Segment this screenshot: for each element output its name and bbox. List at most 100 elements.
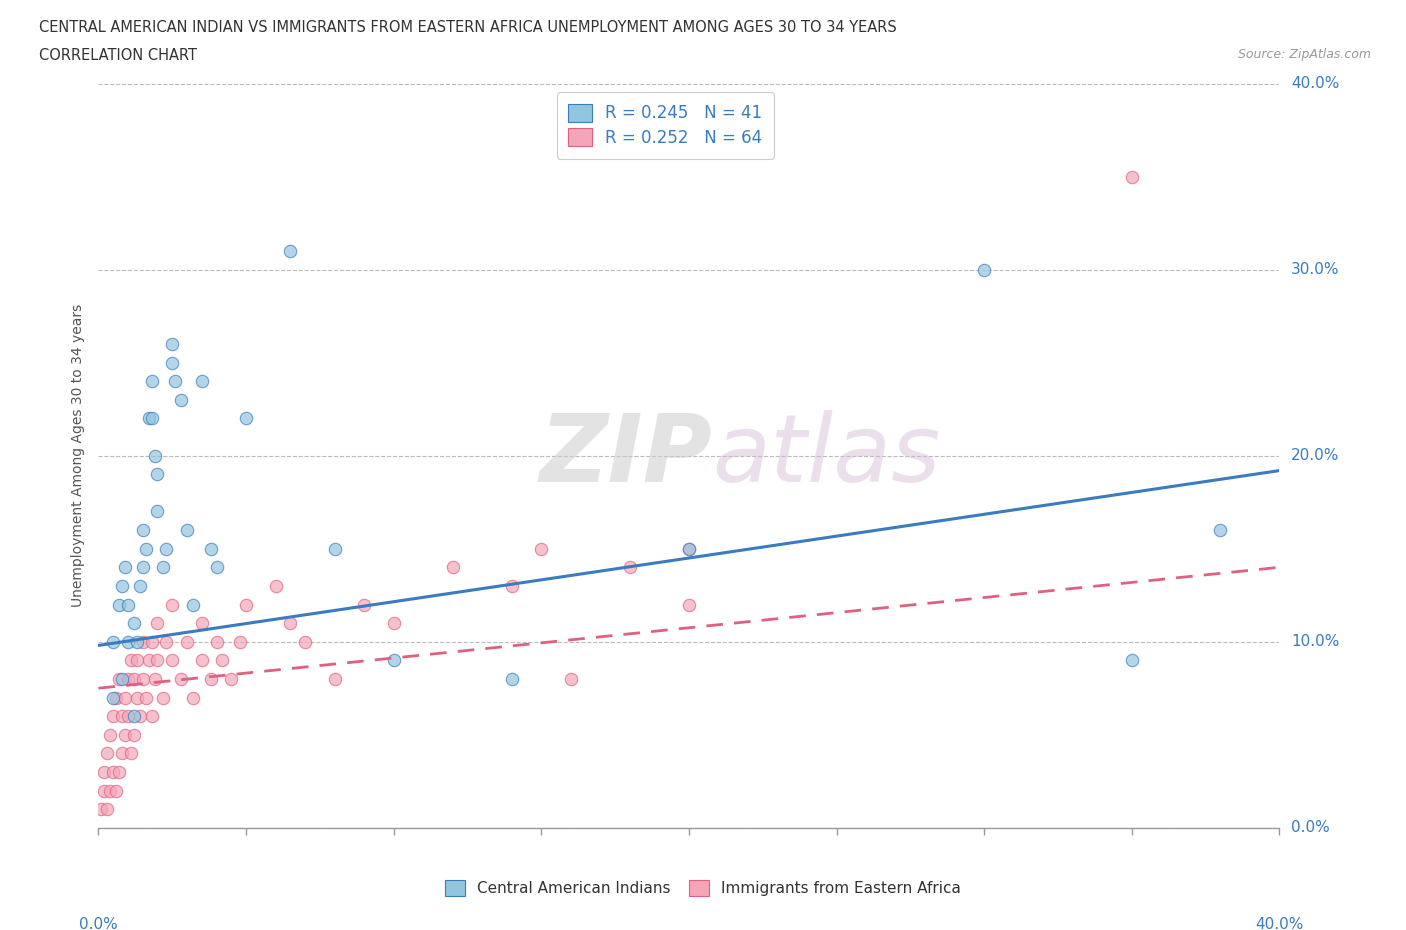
Point [181, 690, 204, 705]
Point [170, 392, 193, 407]
Point [125, 634, 148, 649]
Point [191, 616, 214, 631]
Point [278, 616, 302, 631]
Point [117, 597, 139, 612]
Point [132, 671, 155, 686]
Point [205, 560, 228, 575]
Text: Source: ZipAtlas.com: Source: ZipAtlas.com [1237, 48, 1371, 61]
Text: atlas: atlas [713, 410, 941, 501]
Point [162, 337, 183, 352]
Point [235, 411, 257, 426]
Point [96, 746, 118, 761]
Point [122, 727, 145, 742]
Point [1121, 653, 1143, 668]
Point [176, 523, 198, 538]
Point [96, 802, 118, 817]
Point [138, 411, 160, 426]
Point [122, 709, 145, 724]
Point [141, 709, 163, 724]
Point [294, 634, 316, 649]
Point [105, 783, 128, 798]
Point [235, 597, 257, 612]
Point [1121, 169, 1143, 184]
Point [170, 671, 193, 686]
Point [103, 634, 125, 649]
Point [382, 653, 405, 668]
Point [219, 671, 242, 686]
Point [1209, 523, 1232, 538]
Point [146, 653, 169, 668]
Point [135, 541, 157, 556]
Point [111, 578, 134, 593]
Text: 0.0%: 0.0% [79, 917, 118, 930]
Point [382, 616, 405, 631]
Point [93, 764, 115, 779]
Point [122, 671, 145, 686]
Point [141, 374, 163, 389]
Point [162, 597, 183, 612]
Point [323, 541, 346, 556]
Point [155, 541, 177, 556]
Point [501, 578, 523, 593]
Point [103, 764, 125, 779]
Point [619, 560, 641, 575]
Legend: Central American Indians, Immigrants from Eastern Africa: Central American Indians, Immigrants fro… [436, 871, 970, 905]
Point [211, 653, 233, 668]
Point [152, 560, 174, 575]
Point [135, 690, 157, 705]
Point [205, 634, 228, 649]
Point [120, 653, 142, 668]
Point [155, 634, 177, 649]
Point [117, 634, 139, 649]
Point [98, 783, 121, 798]
Point [441, 560, 464, 575]
Point [138, 653, 160, 668]
Point [530, 541, 553, 556]
Point [128, 709, 150, 724]
Text: 40.0%: 40.0% [1256, 917, 1303, 930]
Point [162, 355, 183, 370]
Point [108, 597, 131, 612]
Point [181, 597, 204, 612]
Point [111, 746, 134, 761]
Point [117, 671, 139, 686]
Point [678, 541, 700, 556]
Point [122, 616, 145, 631]
Point [111, 709, 134, 724]
Text: ZIP: ZIP [540, 410, 713, 501]
Point [146, 467, 169, 482]
Point [165, 374, 187, 389]
Point [229, 634, 252, 649]
Text: 0.0%: 0.0% [1291, 820, 1330, 835]
Point [117, 709, 139, 724]
Point [128, 578, 150, 593]
Point [191, 374, 214, 389]
Point [103, 690, 125, 705]
Point [141, 634, 163, 649]
Point [146, 504, 169, 519]
Point [111, 671, 134, 686]
Text: CORRELATION CHART: CORRELATION CHART [39, 48, 197, 63]
Point [125, 653, 148, 668]
Point [125, 690, 148, 705]
Point [143, 448, 166, 463]
Point [162, 653, 183, 668]
Text: CENTRAL AMERICAN INDIAN VS IMMIGRANTS FROM EASTERN AFRICA UNEMPLOYMENT AMONG AGE: CENTRAL AMERICAN INDIAN VS IMMIGRANTS FR… [39, 20, 897, 35]
Point [108, 764, 131, 779]
Point [678, 597, 700, 612]
Point [200, 671, 222, 686]
Y-axis label: Unemployment Among Ages 30 to 34 years: Unemployment Among Ages 30 to 34 years [72, 304, 86, 607]
Point [973, 262, 995, 277]
Point [191, 653, 214, 668]
Point [176, 634, 198, 649]
Point [132, 634, 155, 649]
Point [678, 541, 700, 556]
Point [152, 690, 174, 705]
Point [90, 802, 112, 817]
Point [141, 411, 163, 426]
Point [278, 244, 302, 259]
Text: 30.0%: 30.0% [1291, 262, 1340, 277]
Point [323, 671, 346, 686]
Point [93, 783, 115, 798]
Point [146, 616, 169, 631]
